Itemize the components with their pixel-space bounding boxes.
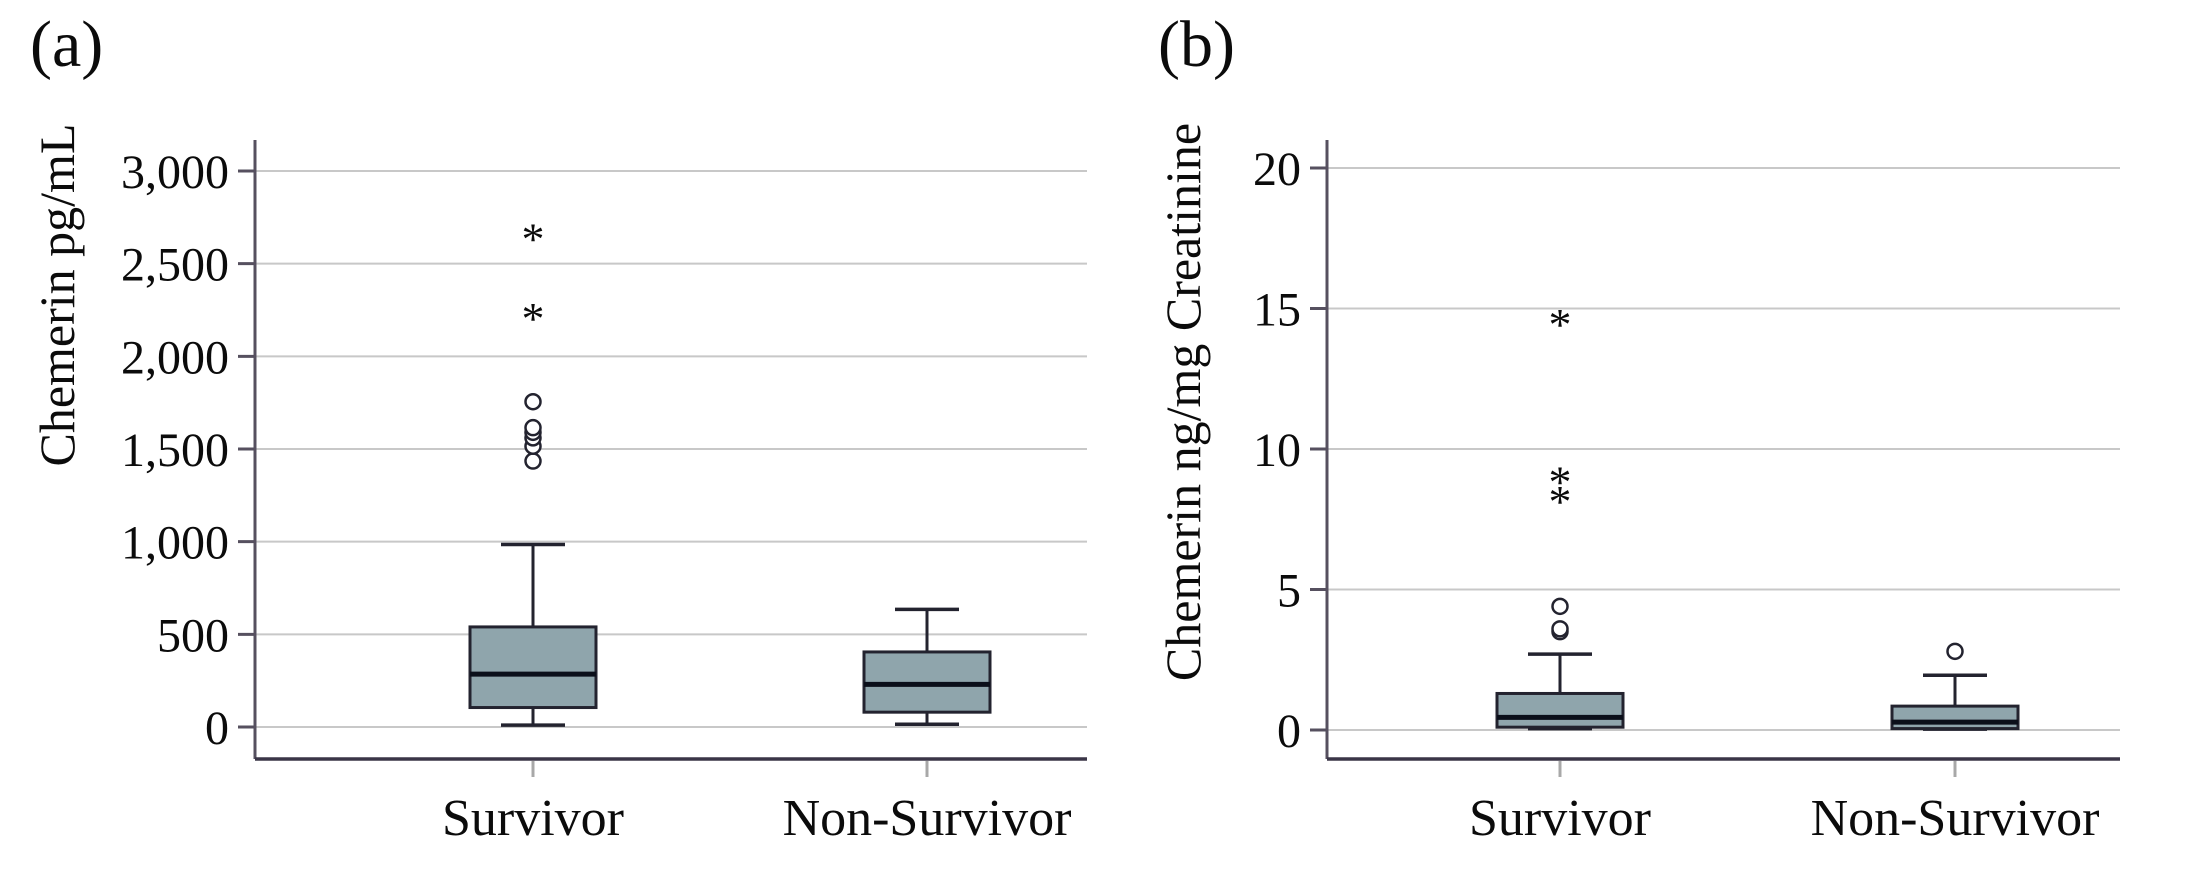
outlier-circle [524,452,542,470]
y-tick-label-b: 10 [1253,424,1301,477]
outlier-circle [1946,642,1964,661]
y-tick-label-a: 3,000 [121,146,229,199]
panel-a-box-non-survivor: Non-Survivor [783,607,1072,847]
outlier-asterisk: * [522,293,545,344]
y-tick-label-a: 2,000 [121,331,229,384]
outlier-circle [1551,597,1569,616]
panel-a-y-axis-title: Chemerin pg/mL [29,123,85,467]
iqr-box [1495,691,1625,729]
panel-a-box-survivor: * * Survivor [442,213,624,847]
iqr-box [1890,704,2020,731]
panel-a-letter: (a) [30,8,104,81]
y-tick-label-a: 1,500 [121,424,229,477]
y-tick-label-a: 500 [157,609,229,662]
iqr-box [468,625,598,710]
y-tick-label-b: 0 [1277,705,1301,758]
outlier-circle [524,418,542,437]
x-category-label: Non-Survivor [783,790,1072,847]
panel-b-y-axis-title: Chemerin ng/mg Creatinine [1155,122,1211,682]
y-tick-label-b: 15 [1253,284,1301,337]
outlier-asterisk: * [1549,476,1572,527]
y-tick-label-b: 20 [1253,143,1301,196]
y-tick-label-a: 2,500 [121,239,229,292]
outlier-asterisk: * [522,213,545,264]
y-tick-label-b: 5 [1277,565,1301,618]
panel-a: 0 500 1,000 1,500 2,000 2,500 3,000 * * Survivor N… [121,140,1087,847]
outlier-circle [1551,620,1569,638]
outlier-asterisk: * [1549,299,1572,350]
outlier-circle [524,392,542,411]
outlier-asterisk: * [1549,456,1572,507]
x-category-label: Survivor [1469,790,1651,847]
y-tick-label-a: 0 [205,702,229,755]
panel-b-box-non-survivor: Non-Survivor [1811,642,2100,847]
panel-b-box-survivor: ***Survivor [1469,299,1651,847]
panel-b-letter: (b) [1158,8,1235,81]
x-category-label: Survivor [442,790,624,847]
y-tick-label-a: 1,000 [121,517,229,570]
x-category-label: Non-Survivor [1811,790,2100,847]
